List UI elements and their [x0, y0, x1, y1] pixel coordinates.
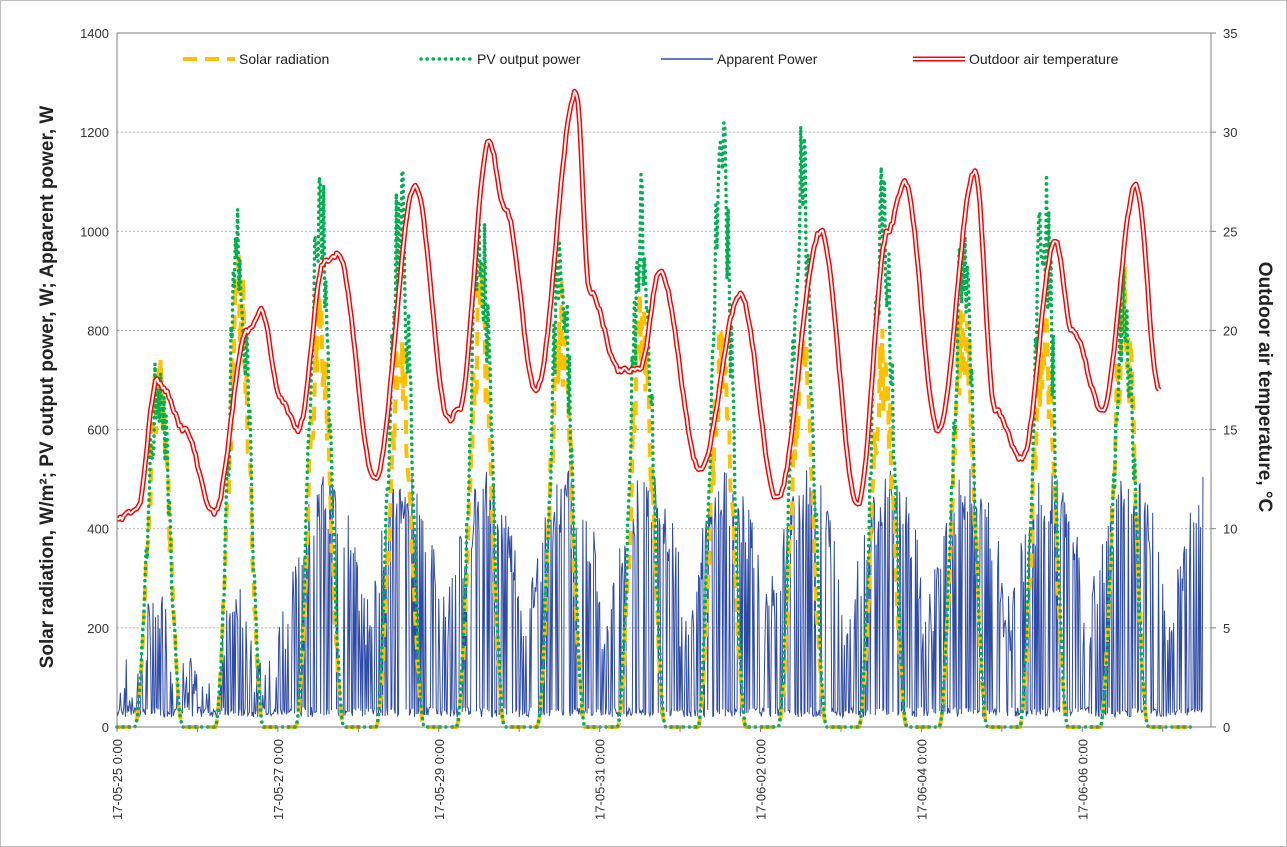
y-tick-label: 200	[87, 621, 109, 636]
x-tick-label: 17-05-31 0:00	[593, 739, 608, 820]
x-tick-label: 17-05-25 0:00	[110, 739, 125, 820]
y-axis-title: Solar radiation, W/m²; PV output power, …	[37, 106, 58, 669]
legend-label: PV output power	[477, 51, 581, 67]
series-pv-output-line	[115, 120, 1196, 729]
x-tick-label: 17-06-04 0:00	[914, 739, 929, 820]
series-apparent-power-line	[116, 469, 1204, 719]
y2-axis-title: Outdoor air temperature, °C	[1254, 262, 1275, 513]
legend-label: Outdoor air temperature	[969, 51, 1119, 67]
y2-tick-label: 25	[1223, 224, 1237, 239]
y-tick-label: 1000	[80, 224, 109, 239]
y-tick-label: 1400	[80, 26, 109, 41]
y2-tick-label: 30	[1223, 125, 1237, 140]
y2-tick-label: 5	[1223, 621, 1230, 636]
plot-area	[116, 32, 1212, 728]
x-tick-label: 17-05-27 0:00	[271, 739, 286, 820]
y2-tick-label: 35	[1223, 26, 1237, 41]
y-tick-label: 400	[87, 522, 109, 537]
x-tick-label: 17-05-29 0:00	[432, 739, 447, 820]
y-tick-label: 800	[87, 323, 109, 338]
y-tick-label: 600	[87, 423, 109, 438]
y2-tick-label: 10	[1223, 522, 1237, 537]
y-tick-label: 1200	[80, 125, 109, 140]
legend: Solar radiation PV output power Apparent P…	[183, 51, 1119, 67]
legend-label: Solar radiation	[239, 51, 329, 67]
y2-tick-label: 15	[1223, 423, 1237, 438]
x-tick-label: 17-06-06 0:00	[1075, 739, 1090, 820]
legend-label: Apparent Power	[717, 51, 818, 67]
series-temperature-inner	[116, 90, 1161, 521]
x-tick-label: 17-06-02 0:00	[754, 739, 769, 820]
y-tick-label: 0	[102, 720, 109, 735]
y2-tick-label: 20	[1223, 323, 1237, 338]
y2-tick-label: 0	[1223, 720, 1230, 735]
